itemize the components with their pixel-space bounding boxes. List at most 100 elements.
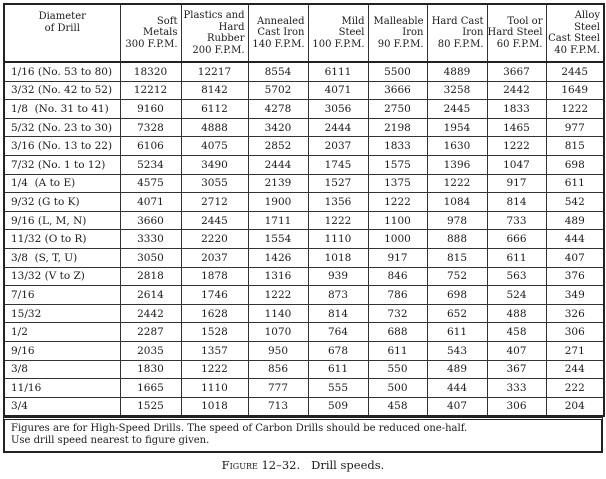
speed-cell: 3055 bbox=[180, 173, 249, 194]
speed-cell: 444 bbox=[426, 378, 488, 398]
table-row: 11/32 (O to R) 3330 2220 1554 1110 1000 888 666… bbox=[3, 229, 605, 249]
drill-diameter-cell: 15/32 bbox=[3, 303, 121, 324]
speed-cell: 444 bbox=[545, 229, 605, 249]
speed-cell: 1527 bbox=[307, 173, 369, 194]
speed-cell: 733 bbox=[486, 210, 547, 231]
speed-cell: 18320 bbox=[119, 61, 182, 82]
speed-cell: 3490 bbox=[180, 154, 249, 175]
speed-cell: 542 bbox=[545, 192, 605, 212]
speed-cell: 2445 bbox=[426, 99, 488, 119]
caption-label: Figure 12–32. bbox=[221, 458, 301, 472]
speed-cell: 1110 bbox=[180, 378, 249, 398]
drill-speed-table-container: Diameter of Drill Soft Metals 300 F.P.M. Plas… bbox=[3, 3, 605, 454]
speed-cell: 4889 bbox=[426, 61, 488, 82]
column-header: Hard Cast Iron 80 F.P.M. bbox=[426, 3, 488, 63]
speed-cell: 1000 bbox=[367, 229, 428, 249]
speed-cell: 1833 bbox=[486, 99, 547, 119]
speed-cell: 1070 bbox=[247, 322, 309, 342]
table-row: 7/16 2614 1746 1222 873 786 698 524 349 bbox=[3, 285, 605, 305]
header-row: Diameter of Drill Soft Metals 300 F.P.M. Plas… bbox=[3, 3, 605, 63]
speed-cell: 1465 bbox=[486, 117, 547, 138]
column-header-line: Tool or bbox=[507, 15, 543, 27]
speed-cell: 764 bbox=[307, 322, 369, 342]
footnote: Figures are for High-Speed Drills. The s… bbox=[3, 417, 603, 454]
speed-cell: 1084 bbox=[426, 192, 488, 212]
speed-cell: 1018 bbox=[307, 247, 369, 268]
speed-cell: 376 bbox=[545, 266, 605, 287]
column-header-line: 80 F.P.M. bbox=[437, 38, 484, 50]
speed-cell: 306 bbox=[545, 322, 605, 342]
drill-diameter-cell: 1/2 bbox=[3, 322, 121, 342]
column-header-line: Iron bbox=[402, 27, 424, 39]
column-header-line: 300 F.P.M. bbox=[125, 38, 178, 50]
speed-cell: 563 bbox=[486, 266, 547, 287]
column-header-line: 40 F.P.M. bbox=[554, 44, 600, 56]
speed-cell: 1900 bbox=[247, 192, 309, 212]
speed-cell: 4071 bbox=[119, 192, 182, 212]
speed-cell: 3420 bbox=[247, 117, 309, 138]
drill-diameter-cell: 11/32 (O to R) bbox=[3, 229, 121, 249]
table-row: 9/32 (G to K) 4071 2712 1900 1356 1222 1084 814… bbox=[3, 192, 605, 212]
column-header: Mild Steel 100 F.P.M. bbox=[307, 3, 369, 63]
speed-cell: 349 bbox=[545, 285, 605, 305]
column-header-line: Metals bbox=[143, 27, 178, 39]
speed-cell: 6111 bbox=[307, 61, 369, 82]
drill-diameter-cell: 1/4 (A to E) bbox=[3, 173, 121, 194]
speed-cell: 4888 bbox=[180, 117, 249, 138]
speed-cell: 611 bbox=[545, 173, 605, 194]
column-header: Alloy Steel Cast Steel 40 F.P.M. bbox=[545, 3, 605, 63]
speed-cell: 543 bbox=[426, 340, 488, 361]
speed-cell: 652 bbox=[426, 303, 488, 324]
speed-cell: 5500 bbox=[367, 61, 428, 82]
speed-cell: 3330 bbox=[119, 229, 182, 249]
speed-cell: 333 bbox=[486, 378, 547, 398]
speed-cell: 856 bbox=[247, 359, 309, 380]
speed-cell: 1047 bbox=[486, 154, 547, 175]
speed-cell: 2444 bbox=[247, 154, 309, 175]
speed-cell: 1222 bbox=[486, 136, 547, 156]
speed-cell: 306 bbox=[486, 396, 547, 417]
speed-cell: 407 bbox=[426, 396, 488, 417]
speed-cell: 698 bbox=[426, 285, 488, 305]
speed-cell: 458 bbox=[486, 322, 547, 342]
drill-diameter-cell: 3/4 bbox=[3, 396, 121, 417]
speed-cell: 1575 bbox=[367, 154, 428, 175]
column-header-line: Hard Cast bbox=[431, 15, 484, 27]
speed-cell: 611 bbox=[307, 359, 369, 380]
column-header-line: 100 F.P.M. bbox=[312, 38, 365, 50]
speed-cell: 3258 bbox=[426, 80, 488, 101]
table-row: 1/16 (No. 53 to 80) 18320 12217 8554 6111 550… bbox=[3, 61, 605, 82]
speed-cell: 12212 bbox=[119, 80, 182, 101]
column-header: Malleable Iron 90 F.P.M. bbox=[367, 3, 428, 63]
table-row: 3/16 (No. 13 to 22) 6106 4075 2852 2037 1833 1… bbox=[3, 136, 605, 156]
speed-cell: 1830 bbox=[119, 359, 182, 380]
speed-cell: 326 bbox=[545, 303, 605, 324]
speed-cell: 2712 bbox=[180, 192, 249, 212]
column-header: Diameter of Drill bbox=[3, 3, 121, 63]
speed-cell: 732 bbox=[367, 303, 428, 324]
speed-cell: 2220 bbox=[180, 229, 249, 249]
speed-cell: 1630 bbox=[426, 136, 488, 156]
speed-cell: 688 bbox=[367, 322, 428, 342]
footnote-line: Figures are for High-Speed Drills. The s… bbox=[11, 423, 468, 435]
column-header-line: 90 F.P.M. bbox=[377, 38, 424, 50]
speed-cell: 611 bbox=[367, 340, 428, 361]
column-header-line: Diameter bbox=[38, 11, 86, 22]
speed-cell: 1528 bbox=[180, 322, 249, 342]
column-header: Annealed Cast Iron 140 F.P.M. bbox=[247, 3, 309, 63]
speed-cell: 846 bbox=[367, 266, 428, 287]
speed-cell: 1222 bbox=[367, 192, 428, 212]
drill-diameter-cell: 5/32 (No. 23 to 30) bbox=[3, 117, 121, 138]
column-header-line: of Drill bbox=[44, 22, 80, 34]
speed-cell: 5234 bbox=[119, 154, 182, 175]
drill-diameter-cell: 11/16 bbox=[3, 378, 121, 398]
speed-cell: 489 bbox=[545, 210, 605, 231]
speed-cell: 222 bbox=[545, 378, 605, 398]
speed-cell: 1649 bbox=[545, 80, 605, 101]
table-row: 1/2 2287 1528 1070 764 688 611 458 306 bbox=[3, 322, 605, 342]
drill-diameter-cell: 9/16 bbox=[3, 340, 121, 361]
speed-cell: 4575 bbox=[119, 173, 182, 194]
speed-cell: 1222 bbox=[180, 359, 249, 380]
speed-cell: 489 bbox=[426, 359, 488, 380]
caption-text: Drill speeds. bbox=[311, 458, 385, 472]
